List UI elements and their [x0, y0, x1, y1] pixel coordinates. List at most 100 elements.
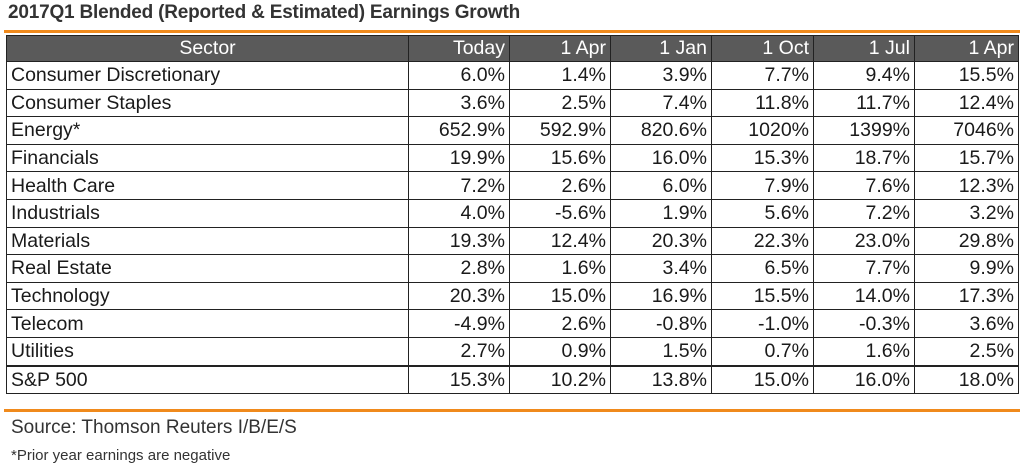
table-row: Health Care 7.2% 2.6% 6.0% 7.9% 7.6% 12.3% — [6, 171, 1019, 200]
value-cell: -5.6% — [509, 198, 611, 228]
value-cell: 1.4% — [509, 61, 611, 90]
value-cell: 15.3% — [711, 143, 814, 173]
top-accent-rule — [4, 30, 1020, 33]
table-row: Energy* 652.9% 592.9% 820.6% 1020% 1399% 7046% — [6, 116, 1019, 145]
value-cell: 1.9% — [610, 198, 712, 228]
column-header-sector: Sector — [6, 35, 409, 62]
table-row: Consumer Discretionary 6.0% 1.4% 3.9% 7.7% 9.… — [6, 61, 1019, 90]
column-header-3: 1 Jan — [610, 35, 712, 62]
value-cell: 16.9% — [610, 281, 712, 311]
value-cell: 11.8% — [711, 88, 814, 118]
value-cell: 3.6% — [914, 309, 1019, 338]
value-cell: 17.3% — [914, 281, 1019, 311]
bottom-accent-rule — [4, 409, 1020, 412]
sector-cell: Telecom — [6, 309, 409, 338]
value-cell: 12.3% — [914, 171, 1019, 200]
value-cell: -4.9% — [408, 309, 510, 338]
value-cell: 7.2% — [813, 198, 915, 228]
value-cell: 18.7% — [813, 143, 915, 173]
value-cell: 2.8% — [408, 254, 510, 283]
value-cell: 14.0% — [813, 281, 915, 311]
value-cell: 19.3% — [408, 226, 510, 256]
column-header-1: Today — [408, 35, 510, 62]
value-cell: 15.7% — [914, 143, 1019, 173]
value-cell: -0.8% — [610, 309, 712, 338]
table-row: Consumer Staples 3.6% 2.5% 7.4% 11.8% 11.7% 12… — [6, 88, 1019, 118]
value-cell: 15.3% — [408, 364, 510, 395]
table-header: Sector Today 1 Apr 1 Jan 1 Oct 1 Jul 1 Apr — [6, 35, 1019, 62]
value-cell: 6.5% — [711, 254, 814, 283]
value-cell: 7.2% — [408, 171, 510, 200]
sector-cell: Utilities — [6, 336, 409, 367]
value-cell: 0.7% — [711, 336, 814, 367]
value-cell: 2.5% — [509, 88, 611, 118]
table-row: Utilities 2.7% 0.9% 1.5% 0.7% 1.6% 2.5% — [6, 336, 1019, 367]
earnings-growth-table: Sector Today 1 Apr 1 Jan 1 Oct 1 Jul 1 Apr Con… — [6, 35, 1019, 395]
sector-cell: Industrials — [6, 198, 409, 228]
sector-cell: Health Care — [6, 171, 409, 200]
value-cell: 10.2% — [509, 364, 611, 395]
value-cell: 13.8% — [610, 364, 712, 395]
total-row: S&P 500 15.3% 10.2% 13.8% 15.0% 16.0% 18.0% — [6, 364, 1019, 395]
value-cell: -0.3% — [813, 309, 915, 338]
value-cell: -1.0% — [711, 309, 814, 338]
value-cell: 20.3% — [610, 226, 712, 256]
header-row: Sector Today 1 Apr 1 Jan 1 Oct 1 Jul 1 Apr — [6, 35, 1019, 62]
value-cell: 3.9% — [610, 61, 712, 90]
value-cell: 7.7% — [813, 254, 915, 283]
value-cell: 2.7% — [408, 336, 510, 367]
table-body: Consumer Discretionary 6.0% 1.4% 3.9% 7.7% 9.… — [6, 61, 1019, 395]
value-cell: 2.5% — [914, 336, 1019, 367]
value-cell: 9.4% — [813, 61, 915, 90]
value-cell: 18.0% — [914, 364, 1019, 395]
value-cell: 9.9% — [914, 254, 1019, 283]
value-cell: 7.9% — [711, 171, 814, 200]
value-cell: 3.4% — [610, 254, 712, 283]
value-cell: 1020% — [711, 116, 814, 145]
value-cell: 1.5% — [610, 336, 712, 367]
value-cell: 820.6% — [610, 116, 712, 145]
value-cell: 652.9% — [408, 116, 510, 145]
table-row: Telecom -4.9% 2.6% -0.8% -1.0% -0.3% 3.6% — [6, 309, 1019, 338]
value-cell: 29.8% — [914, 226, 1019, 256]
page-title: 2017Q1 Blended (Reported & Estimated) Ea… — [8, 2, 521, 23]
column-header-5: 1 Jul — [813, 35, 915, 62]
value-cell: 0.9% — [509, 336, 611, 367]
sector-cell: Technology — [6, 281, 409, 311]
value-cell: 2.6% — [509, 309, 611, 338]
column-header-6: 1 Apr — [914, 35, 1019, 62]
table-row: Industrials 4.0% -5.6% 1.9% 5.6% 7.2% 3.2% — [6, 198, 1019, 228]
value-cell: 15.5% — [711, 281, 814, 311]
value-cell: 16.0% — [813, 364, 915, 395]
value-cell: 20.3% — [408, 281, 510, 311]
value-cell: 1399% — [813, 116, 915, 145]
value-cell: 3.6% — [408, 88, 510, 118]
table-row: Financials 19.9% 15.6% 16.0% 15.3% 18.7% 15.7% — [6, 143, 1019, 173]
value-cell: 7046% — [914, 116, 1019, 145]
value-cell: 23.0% — [813, 226, 915, 256]
value-cell: 3.2% — [914, 198, 1019, 228]
value-cell: 15.6% — [509, 143, 611, 173]
value-cell: 19.9% — [408, 143, 510, 173]
value-cell: 12.4% — [509, 226, 611, 256]
table-row: Technology 20.3% 15.0% 16.9% 15.5% 14.0% 17.3% — [6, 281, 1019, 311]
value-cell: 15.0% — [711, 364, 814, 395]
value-cell: 2.6% — [509, 171, 611, 200]
column-header-2: 1 Apr — [509, 35, 611, 62]
sector-cell: Energy* — [6, 116, 409, 145]
value-cell: 11.7% — [813, 88, 915, 118]
value-cell: 7.7% — [711, 61, 814, 90]
value-cell: 15.0% — [509, 281, 611, 311]
value-cell: 7.6% — [813, 171, 915, 200]
value-cell: 1.6% — [509, 254, 611, 283]
value-cell: 6.0% — [408, 61, 510, 90]
sector-cell: Materials — [6, 226, 409, 256]
value-cell: 12.4% — [914, 88, 1019, 118]
sector-cell: Consumer Staples — [6, 88, 409, 118]
sector-cell: Consumer Discretionary — [6, 61, 409, 90]
footnote: *Prior year earnings are negative — [11, 447, 231, 464]
source-note: Source: Thomson Reuters I/B/E/S — [11, 417, 297, 438]
value-cell: 6.0% — [610, 171, 712, 200]
value-cell: 22.3% — [711, 226, 814, 256]
